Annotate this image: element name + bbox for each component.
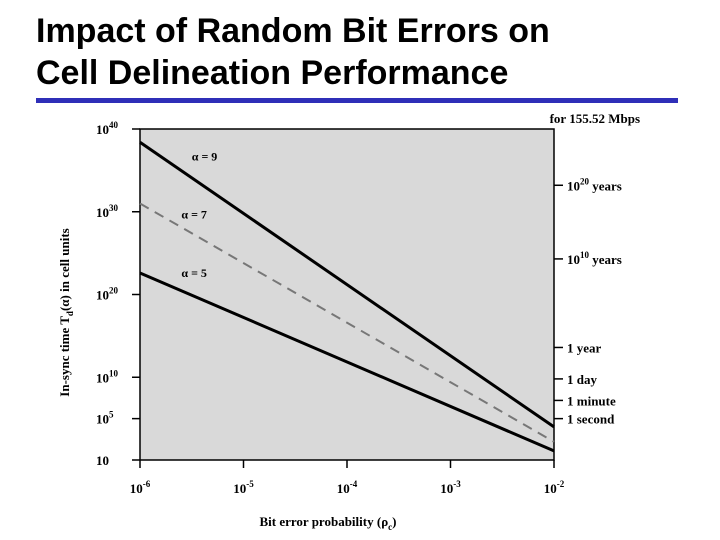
y-tick-label-5: 105: [96, 410, 114, 427]
y-tick-label-4: 1010: [96, 368, 119, 385]
slide-title: Impact of Random Bit Errors on Cell Deli…: [36, 10, 696, 94]
right-tick-label-1: 1020 years: [567, 176, 622, 193]
right-tick-label-6: 1 second: [567, 412, 615, 427]
y-tick-label-2: 1030: [96, 203, 119, 220]
chart-subtitle: for 155.52 Mbps: [550, 111, 640, 126]
x-tick-label-3: 10-4: [337, 479, 358, 496]
x-tick-label-4: 10-3: [440, 479, 461, 496]
series-line-3: [139, 271, 555, 453]
y-axis-label: In-sync time Td(α) in cell units: [57, 228, 75, 396]
series-label-3: α = 5: [181, 266, 207, 280]
series-line-1: [139, 141, 555, 429]
plot-area: [139, 128, 555, 461]
x-tick-label-1: 10-6: [130, 479, 151, 496]
right-tick-label-4: 1 day: [567, 372, 597, 387]
axes-layer: 10-6 10-5 10-4 10-3 10-2 1040 1030 1020 1010 105 1…: [57, 120, 622, 532]
series-label-2: α = 7: [181, 207, 207, 221]
x-tick-label-2: 10-5: [233, 479, 254, 496]
right-tick-label-2: 1010 years: [567, 250, 622, 267]
series-label-1: α = 9: [192, 149, 218, 163]
right-tick-label-3: 1 year: [567, 340, 602, 355]
y-tick-label-6: 10: [96, 453, 109, 468]
title-rule: [36, 98, 678, 103]
x-axis-label: Bit error probability (ρc): [259, 514, 396, 532]
x-tick-label-5: 10-2: [544, 479, 565, 496]
slide-title-line-1: Impact of Random Bit Errors on: [36, 12, 550, 50]
right-tick-label-5: 1 minute: [567, 393, 616, 408]
slide-title-line-2: Cell Delineation Performance: [36, 54, 509, 92]
y-tick-label-3: 1020: [96, 286, 119, 303]
y-tick-label-1: 1040: [96, 120, 119, 137]
series-line-2: [139, 202, 555, 443]
series-layer: α = 9 α = 7 α = 5: [139, 141, 555, 453]
